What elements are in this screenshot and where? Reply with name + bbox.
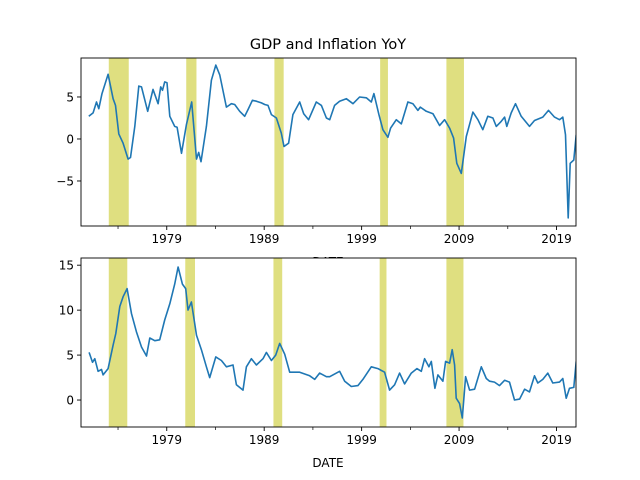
y-tick-label: 5 bbox=[66, 349, 74, 363]
recession-band bbox=[273, 258, 283, 427]
recession-band bbox=[379, 258, 387, 427]
y-tick-label: 10 bbox=[59, 304, 74, 318]
x-tick-label: 1979 bbox=[151, 433, 182, 447]
recession-band bbox=[108, 258, 128, 427]
plot-area bbox=[81, 58, 576, 226]
y-tick-label: 0 bbox=[66, 132, 74, 146]
recession-band bbox=[446, 258, 464, 427]
x-tick-label: 2019 bbox=[541, 232, 572, 246]
recession-band bbox=[380, 58, 388, 226]
x-tick-label: 1999 bbox=[346, 232, 377, 246]
x-tick-label: 2019 bbox=[541, 433, 572, 447]
x-tick-label: 1979 bbox=[151, 232, 182, 246]
x-tick-label: 1989 bbox=[249, 232, 280, 246]
plot-area bbox=[81, 258, 576, 427]
recession-band bbox=[446, 58, 464, 226]
inflation-axes: 1979 1989 1999 2009 2019 15 10 5 0 bbox=[59, 257, 577, 447]
axes-frame bbox=[80, 57, 577, 227]
recession-band bbox=[185, 258, 196, 427]
recession-band bbox=[108, 58, 129, 226]
y-tick-label: 15 bbox=[59, 259, 74, 273]
x-tick-label: 1989 bbox=[249, 433, 280, 447]
y-tick-label: 5 bbox=[66, 90, 74, 104]
chart-title: GDP and Inflation YoY bbox=[250, 37, 406, 53]
recession-band bbox=[274, 58, 284, 226]
x-tick-label: 1999 bbox=[346, 433, 377, 447]
gdp-axes: 1979 1989 1999 2009 2019 5 0 −5 bbox=[56, 57, 577, 246]
data-line bbox=[88, 64, 576, 219]
plot-content bbox=[88, 58, 576, 226]
bottom-x-axis-label: DATE bbox=[312, 456, 343, 470]
x-tick-label: 2009 bbox=[444, 232, 475, 246]
y-tick-label: −5 bbox=[56, 174, 74, 188]
recession-band bbox=[186, 58, 197, 226]
y-tick-label: 0 bbox=[66, 394, 74, 408]
x-tick-label: 2009 bbox=[444, 433, 475, 447]
plot-content bbox=[88, 258, 576, 427]
axes-frame bbox=[80, 257, 577, 428]
data-line bbox=[88, 266, 576, 419]
